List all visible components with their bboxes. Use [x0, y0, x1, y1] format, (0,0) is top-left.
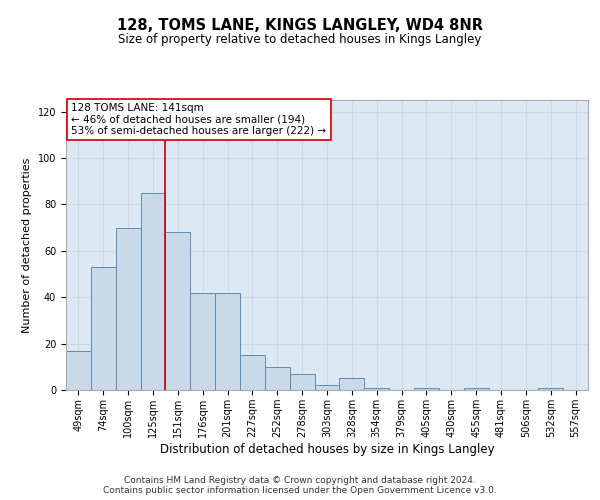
Y-axis label: Number of detached properties: Number of detached properties [22, 158, 32, 332]
Text: 128, TOMS LANE, KINGS LANGLEY, WD4 8NR: 128, TOMS LANE, KINGS LANGLEY, WD4 8NR [117, 18, 483, 32]
Bar [240, 355, 265, 390]
Text: 128 TOMS LANE: 141sqm
← 46% of detached houses are smaller (194)
53% of semi-det: 128 TOMS LANE: 141sqm ← 46% of detached … [71, 103, 326, 136]
Bar [166, 232, 190, 390]
Bar [215, 292, 240, 390]
Bar [66, 350, 91, 390]
Bar [414, 388, 439, 390]
Bar [91, 267, 116, 390]
Bar [364, 388, 389, 390]
Bar [314, 386, 340, 390]
Bar [290, 374, 314, 390]
Bar [190, 292, 215, 390]
Text: Contains HM Land Registry data © Crown copyright and database right 2024.
Contai: Contains HM Land Registry data © Crown c… [103, 476, 497, 495]
Bar [265, 367, 290, 390]
Bar [464, 388, 488, 390]
Bar [140, 193, 166, 390]
Text: Size of property relative to detached houses in Kings Langley: Size of property relative to detached ho… [118, 32, 482, 46]
Bar [340, 378, 364, 390]
Bar [538, 388, 563, 390]
X-axis label: Distribution of detached houses by size in Kings Langley: Distribution of detached houses by size … [160, 442, 494, 456]
Bar [116, 228, 140, 390]
